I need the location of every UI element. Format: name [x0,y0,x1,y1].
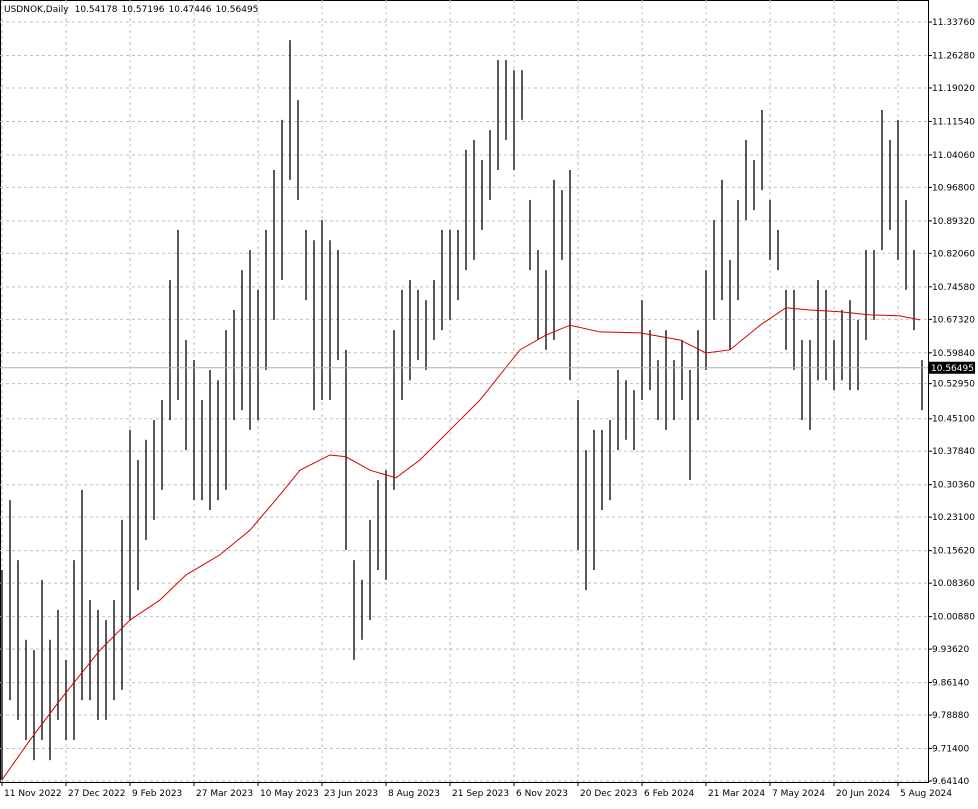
y-tick-label: 10.89320 [932,217,975,227]
x-tick-label: 5 Aug 2024 [900,789,952,799]
y-tick-label: 10.15620 [932,547,975,557]
x-tick-label: 7 May 2024 [772,789,825,799]
price-label: 10.56495 [931,364,974,374]
y-tick-label: 10.37840 [932,447,975,457]
x-tick-label: 21 Mar 2024 [708,789,765,799]
x-tick-label: 21 Sep 2023 [452,789,509,799]
marks [0,40,928,781]
x-tick-label: 20 Dec 2023 [580,789,638,799]
y-tick-label: 11.26280 [932,51,975,61]
y-tick-label: 10.08360 [932,579,975,589]
bar-close: 10.56495 [215,5,258,15]
y-tick-label: 10.74580 [932,283,975,293]
y-tick-label: 10.96800 [932,183,975,193]
x-tick-label: 11 Nov 2022 [4,789,62,799]
bar-low: 10.47446 [169,5,212,15]
x-tick-label: 6 Nov 2023 [516,789,568,799]
symbol: USDNOK,Daily [4,5,69,15]
bar-open: 10.54178 [75,5,118,15]
bar-high: 10.57196 [122,5,165,15]
y-tick-label: 11.19020 [932,84,975,94]
y-tick-label: 11.04060 [932,151,975,161]
chart-header: USDNOK,Daily 10.54178 10.57196 10.47446 10.5… [4,5,258,15]
x-tick-label: 10 May 2023 [260,789,319,799]
x-tick-label: 6 Feb 2024 [644,789,695,799]
y-tick-label: 9.78880 [932,711,969,721]
x-tick-label: 8 Aug 2023 [388,789,440,799]
y-tick-label: 10.00880 [932,613,975,623]
y-tick-label: 9.86140 [932,679,969,689]
y-tick-label: 10.82060 [932,249,975,259]
x-tick-label: 9 Feb 2023 [132,789,182,799]
x-tick-label: 27 Dec 2022 [68,789,126,799]
y-tick-label: 10.23100 [932,513,975,523]
y-tick-label: 10.52950 [932,380,975,390]
y-tick-label: 10.67320 [932,315,975,325]
y-tick-label: 10.59840 [932,349,975,359]
y-tick-label: 11.33760 [932,18,975,28]
y-tick-label: 9.64140 [932,777,969,787]
price-label-box [929,361,975,374]
y-tick-label: 11.11540 [932,117,975,127]
moving-average [1,307,921,781]
x-tick-label: 20 Jun 2024 [836,789,890,799]
y-tick-label: 10.30360 [932,481,975,491]
y-tick-label: 9.93620 [932,645,969,655]
plot-frame [0,0,929,783]
y-tick-label: 10.45100 [932,415,975,425]
x-tick-label: 27 Mar 2023 [196,789,253,799]
y-tick-label: 9.71400 [932,745,969,755]
x-tick-label: 23 Jun 2023 [324,789,378,799]
